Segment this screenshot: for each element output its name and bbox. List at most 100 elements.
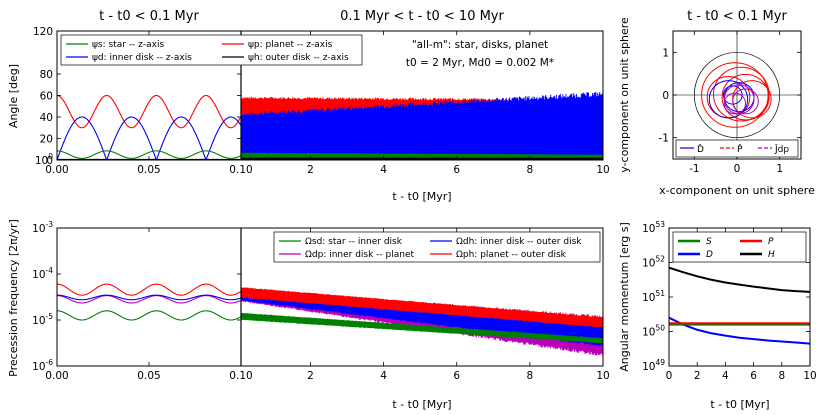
xtick-label-precession-late-1: 4 xyxy=(380,370,387,382)
xtick-label-angle-late-4: 10 xyxy=(596,164,609,176)
series-angular-momentum-h xyxy=(669,266,810,293)
legend-angular-momentum: S P D H xyxy=(672,231,807,263)
ytick-label-angle-early-6: 120 xyxy=(33,26,53,38)
ytick-label-unit-sphere-1: 0 xyxy=(662,90,669,102)
ytick-label-unit-sphere-2: 1 xyxy=(662,47,669,59)
series-angle-late xyxy=(241,91,603,160)
ytick-label-angle-early-1: 20 xyxy=(40,134,53,146)
series-precession-early-dh xyxy=(57,294,241,301)
ytick-label-angular-momentum-4: 1053 xyxy=(642,220,665,235)
ytick-label-angular-momentum-0: 1049 xyxy=(642,358,665,373)
xtick-label-angular-momentum-0: 0 xyxy=(666,370,673,382)
legend-label-p: P xyxy=(768,237,774,247)
title-angle-late: 0.1 Myr < t - t0 < 10 Myr xyxy=(340,9,504,24)
series-precession-early-sd xyxy=(57,310,241,321)
loop-p-2 xyxy=(701,62,769,128)
xtick-label-angular-momentum-1: 2 xyxy=(694,370,701,382)
xtick-label-precession-early-0: 0.00 xyxy=(45,370,68,382)
xtick-label-unit-sphere-1: 0 xyxy=(734,163,741,175)
series-angle-early xyxy=(57,94,241,160)
xlabel-precession-late: t - t0 [Myr] xyxy=(392,398,451,411)
series-angle-late-h xyxy=(241,157,603,160)
xlabel-angle-late: t - t0 [Myr] xyxy=(392,190,451,203)
xtick-label-angle-early-0: 0.00 xyxy=(45,164,68,176)
series-unit-sphere xyxy=(673,31,801,159)
xtick-label-angular-momentum-2: 4 xyxy=(722,370,729,382)
xtick-label-precession-late-2: 6 xyxy=(453,370,460,382)
xtick-label-angle-late-0: 2 xyxy=(307,164,314,176)
legend-am-box xyxy=(672,231,807,263)
xlabel-unit-sphere: x-component on unit sphere xyxy=(659,184,815,197)
xtick-label-angle-early-1: 0.05 xyxy=(137,164,160,176)
legend-unit-sphere-box xyxy=(675,139,799,158)
xtick-label-precession-early-2: 0.10 xyxy=(229,370,252,382)
series-angle-early-p xyxy=(57,94,241,129)
series-angle-early-s xyxy=(57,150,241,159)
legend-angle-box xyxy=(60,34,363,66)
legend-label-omega-dh: Ωdh: inner disk -- outer disk xyxy=(456,237,582,247)
series-precession-late xyxy=(241,287,603,357)
loop-dp-2 xyxy=(723,92,747,115)
legend-label-d-hat: D̂ xyxy=(697,143,704,155)
ylabel-precession: Precession frequency [2π/yr] xyxy=(7,219,20,377)
loop-p-1 xyxy=(721,73,770,121)
legend-label-omega-ph: Ωph: planet -- outer disk xyxy=(456,250,567,260)
ytick-label-angle-early-2: 40 xyxy=(40,112,53,124)
title-angle-early: t - t0 < 0.1 Myr xyxy=(99,9,199,24)
series-angle-late-d xyxy=(241,91,603,160)
xtick-label-precession-late-4: 10 xyxy=(596,370,609,382)
xtick-label-angle-early-2: 0.10 xyxy=(229,164,252,176)
ytick-label-precession-early-1: 10-5 xyxy=(32,312,53,327)
ytick-label-precession-early-2: 10-4 xyxy=(32,266,53,281)
xlabel-angular-momentum: t - t0 [Myr] xyxy=(710,398,769,411)
xtick-label-precession-late-3: 8 xyxy=(527,370,534,382)
legend-label-h: H xyxy=(768,250,775,260)
xtick-label-angular-momentum-5: 10 xyxy=(803,370,816,382)
xtick-label-angle-late-1: 4 xyxy=(380,164,387,176)
xtick-label-precession-early-1: 0.05 xyxy=(137,370,160,382)
ylabel-angle: Angle [deg] xyxy=(7,64,20,128)
series-angle-early-d xyxy=(57,116,241,160)
ylabel-unit-sphere: y-component on unit sphere xyxy=(618,17,631,173)
legend-label-psi-p: ψp: planet -- z-axis xyxy=(248,40,333,50)
series-precession-early-dp xyxy=(57,295,241,304)
ytick-label-angular-momentum-3: 1052 xyxy=(642,255,665,270)
legend-label-p-hat: P̂ xyxy=(737,143,743,155)
series-angular-momentum xyxy=(669,266,810,345)
series-precession-early xyxy=(57,283,241,321)
loop-dp-0 xyxy=(723,84,755,115)
series-angle-late-s xyxy=(241,152,603,159)
title-unit-sphere: t - t0 < 0.1 Myr xyxy=(687,9,787,24)
xtick-label-angle-late-3: 8 xyxy=(527,164,534,176)
legend-label-j-dp: Ĵdp xyxy=(774,144,789,155)
legend-label-psi-d: ψd: inner disk -- z-axis xyxy=(92,53,192,63)
annotation-params: t0 = 2 Myr, Md0 = 0.002 M* xyxy=(406,57,554,69)
legend-precession: Ωsd: star -- inner disk Ωdh: inner disk … xyxy=(273,231,601,263)
legend-unit-sphere: D̂ P̂ Ĵdp xyxy=(675,139,799,158)
xtick-label-unit-sphere-0: -1 xyxy=(689,163,699,175)
ytick-label-angular-momentum-1: 1050 xyxy=(642,324,665,339)
series-precession-late-sd xyxy=(241,312,603,344)
legend-label-psi-s: ψs: star -- z-axis xyxy=(92,40,164,50)
loop-d-1 xyxy=(708,80,749,119)
loop-dp-1 xyxy=(732,88,759,115)
ytick-label-angle-early-4: 80 xyxy=(40,69,53,81)
xtick-label-angular-momentum-4: 8 xyxy=(778,370,785,382)
legend-angle: ψs: star -- z-axis ψd: inner disk -- z-a… xyxy=(60,34,363,66)
frame-precession xyxy=(56,227,604,367)
ytick-label-angle-early-0: 0 xyxy=(46,155,53,167)
legend-label-d: D xyxy=(706,250,713,260)
legend-label-omega-sd: Ωsd: star -- inner disk xyxy=(305,237,403,247)
legend-label-omega-dp: Ωdp: inner disk -- planet xyxy=(305,250,415,260)
xtick-label-precession-late-0: 2 xyxy=(307,370,314,382)
ytick-label-angular-momentum-2: 1051 xyxy=(642,289,665,304)
ytick-label-angle-early-3: 60 xyxy=(40,91,53,103)
xtick-label-angle-late-2: 6 xyxy=(453,164,460,176)
ytick-label-precession-early-3: 10-3 xyxy=(32,220,53,235)
xtick-label-angular-momentum-3: 6 xyxy=(750,370,757,382)
legend-precession-box xyxy=(273,231,601,263)
xtick-label-unit-sphere-2: 1 xyxy=(776,163,783,175)
ylabel-angular-momentum: Angular momentum [erg s] xyxy=(618,222,631,372)
